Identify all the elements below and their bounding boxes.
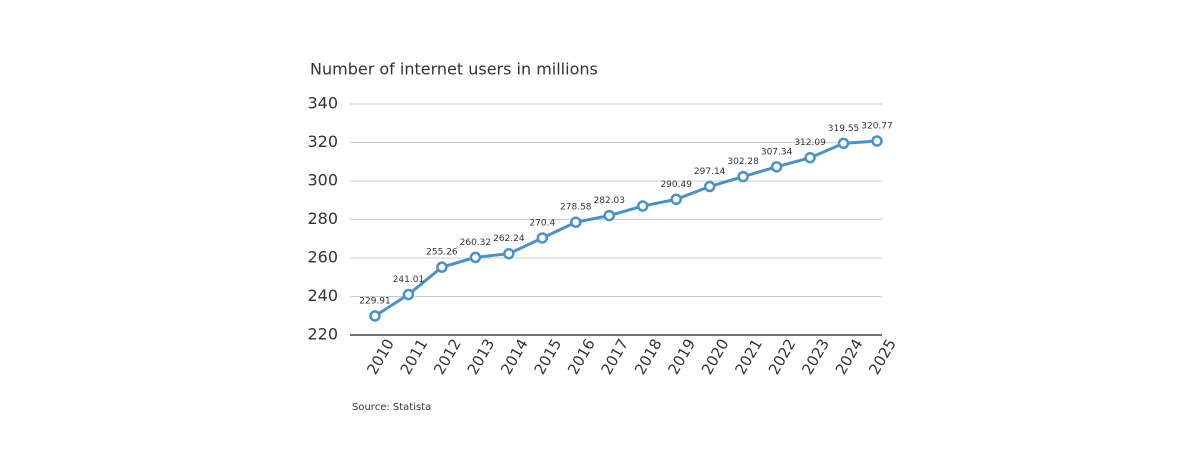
value-label: 319.55 [828, 124, 860, 134]
y-tick-label: 300 [307, 171, 338, 190]
line [374, 139, 878, 318]
x-tick-label: 2014 [497, 336, 532, 378]
value-label: 255.26 [426, 248, 458, 258]
value-label: 297.14 [694, 167, 726, 177]
value-label: 270.4 [529, 218, 555, 228]
y-tick-label: 260 [307, 248, 338, 267]
value-label: 262.24 [493, 234, 525, 244]
value-label: 320.77 [861, 122, 893, 132]
x-tick-label: 2020 [698, 336, 733, 378]
x-tick-label: 2013 [464, 336, 499, 378]
point [770, 161, 783, 173]
value-label: 241.01 [393, 275, 425, 285]
x-tick-label: 2010 [363, 336, 398, 378]
value-label: 282.03 [594, 196, 626, 206]
value-label: 260.32 [460, 238, 492, 248]
x-tick-label: 2011 [397, 336, 432, 378]
point [469, 251, 482, 264]
y-tick-label: 320 [307, 132, 338, 151]
y-tick-label: 240 [307, 286, 338, 305]
y-tick-label: 340 [307, 94, 338, 113]
point [871, 135, 883, 147]
y-tick-label: 220 [307, 325, 338, 344]
point [503, 247, 515, 260]
x-tick-label: 2019 [664, 336, 699, 378]
point [804, 151, 816, 164]
value-label: 307.34 [761, 147, 793, 157]
chart-title: Number of internet users in millions [310, 60, 598, 79]
value-label: 229.91 [359, 296, 391, 306]
point [603, 209, 616, 222]
x-tick-label: 2022 [765, 336, 800, 378]
x-tick-label: 2012 [430, 336, 465, 378]
x-tick-label: 2021 [731, 336, 766, 378]
x-tick-label: 2024 [832, 336, 867, 378]
point [436, 261, 448, 273]
point [703, 180, 716, 193]
point [402, 288, 415, 301]
point [570, 216, 582, 228]
point [670, 193, 682, 206]
point [737, 170, 749, 183]
value-label: 312.09 [794, 138, 826, 148]
x-tick-label: 2018 [631, 336, 666, 378]
value-label: 290.49 [660, 180, 692, 190]
point [636, 200, 649, 212]
x-tick-label: 2017 [597, 336, 632, 378]
x-tick-label: 2023 [798, 336, 833, 378]
point [369, 310, 381, 322]
y-tick-label: 280 [307, 209, 338, 228]
point [536, 232, 549, 244]
x-tick-label: 2015 [531, 336, 566, 378]
value-label: 278.58 [560, 203, 592, 213]
source: Source: Statista [352, 402, 431, 413]
x-tick-label: 2025 [865, 336, 900, 378]
point [837, 137, 850, 150]
value-label: 302.28 [727, 157, 759, 167]
x-tick-label: 2016 [564, 336, 599, 378]
